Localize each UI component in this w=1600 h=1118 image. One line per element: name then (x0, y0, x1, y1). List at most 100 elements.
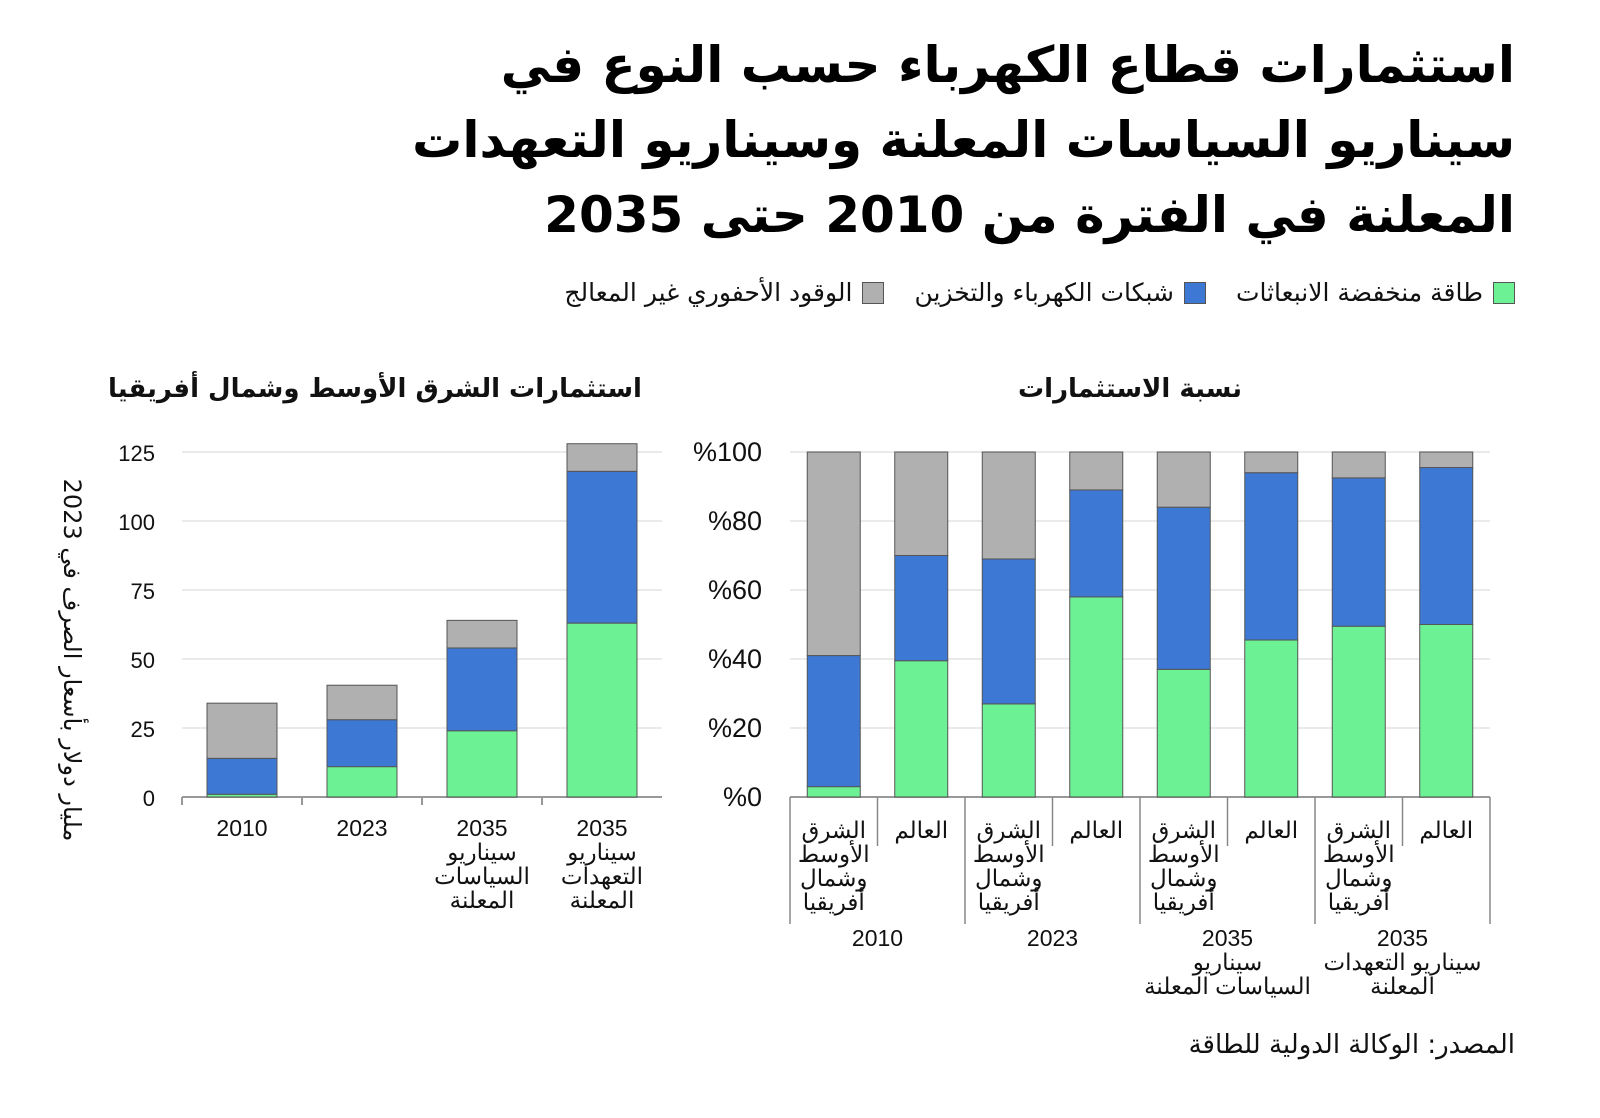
left-x-category-label: سيناريو (446, 839, 517, 866)
left-x-category-label: 2023 (336, 815, 387, 841)
right-bar-segment (1244, 639, 1299, 798)
right-x-category-label: العالم (1069, 817, 1123, 844)
right-bar-segment (1069, 596, 1124, 798)
right-x-category-label: الأوسط (798, 840, 870, 868)
right-bar-segment (1419, 624, 1474, 798)
right-x-category-label: أفريقيا (1153, 887, 1215, 916)
right-x-category-label: وشمال (1325, 865, 1392, 892)
right-bar-segment (806, 451, 861, 657)
left-x-category-label: 2035 (576, 815, 627, 841)
right-x-category-label: وشمال (975, 865, 1042, 892)
right-bar-segment (1419, 467, 1474, 625)
right-bar-segment (806, 655, 861, 788)
left-bar-segment (446, 730, 518, 798)
left-y-axis-label: مليار دولار بأسعار الصرف في 2023 (58, 478, 86, 842)
right-x-group-label: 2023 (1027, 925, 1078, 951)
right-bar-segment (1069, 489, 1124, 598)
right-x-group-label: سيناريو (1192, 949, 1263, 976)
left-bar-segment (206, 757, 278, 795)
right-y-tick-label: %0 (723, 782, 762, 812)
left-y-axis-label-wrap: مليار دولار بأسعار الصرف في 2023 (52, 440, 92, 880)
legend-label-grids-storage: شبكات الكهرباء والتخزين (914, 278, 1174, 307)
left-x-category-label: التعهدات (561, 863, 643, 890)
right-x-group-label: 2035 (1377, 925, 1428, 951)
left-x-category-label: المعلنة (570, 887, 635, 913)
legend-swatch-unabated-fossil (862, 281, 885, 304)
left-bar-segment (566, 622, 638, 798)
legend-item-unabated-fossil: الوقود الأحفوري غير المعالج (564, 278, 885, 307)
title-line-1: استثمارات قطاع الكهرباء حسب النوع في (500, 36, 1515, 94)
right-bar-segment (1156, 668, 1211, 798)
right-x-category-label: الشرق (802, 817, 866, 844)
right-bar-segment (1069, 451, 1124, 491)
right-y-tick-label: %20 (708, 713, 762, 743)
right-bar-segment (1419, 451, 1474, 469)
right-x-category-label: وشمال (800, 865, 867, 892)
left-bar-segment (446, 647, 518, 732)
legend-swatch-low-emissions (1493, 281, 1515, 304)
left-bar-segment (326, 719, 398, 768)
right-x-category-label: أفريقيا (803, 887, 865, 916)
right-bar-segment (894, 451, 949, 556)
chart-title: استثمارات قطاع الكهرباء حسب النوع في سين… (315, 28, 1515, 253)
right-y-tick-label: %100 (693, 437, 762, 467)
right-x-category-label: العالم (1419, 817, 1473, 844)
right-bar-segment (1156, 451, 1211, 508)
left-x-category-label: 2010 (216, 815, 267, 841)
right-x-category-label: العالم (894, 817, 948, 844)
legend-item-grids-storage: شبكات الكهرباء والتخزين (914, 278, 1206, 307)
right-bar-segment (981, 451, 1036, 560)
left-x-category-label: السياسات (434, 863, 530, 889)
right-bar-segment (894, 555, 949, 662)
legend-label-unabated-fossil: الوقود الأحفوري غير المعالج (564, 278, 853, 307)
right-y-tick-label: %40 (708, 644, 762, 674)
left-x-category-label: المعلنة (450, 887, 515, 913)
left-y-tick-label: 0 (143, 786, 155, 811)
legend-swatch-grids-storage (1183, 281, 1206, 304)
right-bar-segment (981, 558, 1036, 705)
right-x-group-label: السياسات المعلنة (1144, 973, 1311, 999)
right-x-category-label: أفريقيا (1328, 887, 1390, 916)
left-bar-segment (326, 766, 398, 798)
right-bar-segment (1156, 506, 1211, 670)
right-x-group-label: المعلنة (1370, 973, 1435, 999)
right-x-category-label: الأوسط (1148, 840, 1220, 868)
right-bar-segment (1244, 451, 1299, 474)
right-y-tick-label: %80 (708, 506, 762, 536)
right-x-category-label: الأوسط (1323, 840, 1395, 868)
right-x-category-label: وشمال (1150, 865, 1217, 892)
right-x-category-label: الشرق (977, 817, 1041, 844)
legend-item-low-emissions: طاقة منخفضة الانبعاثات (1236, 278, 1515, 307)
right-bar-segment (1331, 451, 1386, 479)
left-bar-segment (326, 684, 398, 721)
left-y-tick-label: 50 (131, 648, 155, 673)
left-y-tick-label: 125 (118, 441, 155, 466)
left-bar-segment (206, 793, 278, 798)
left-bar-segment (206, 702, 278, 759)
left-bar-segment (566, 443, 638, 472)
right-x-category-label: الشرق (1152, 817, 1216, 844)
legend: طاقة منخفضة الانبعاثات شبكات الكهرباء وا… (564, 278, 1515, 307)
right-x-group-label: 2035 (1202, 925, 1253, 951)
right-x-category-label: الشرق (1327, 817, 1391, 844)
right-bar-segment (1331, 625, 1386, 798)
title-line-3: المعلنة في الفترة من 2010 حتى 2035 (544, 186, 1515, 244)
title-line-2: سيناريو السياسات المعلنة وسيناريو التعهد… (412, 111, 1515, 169)
left-bar-segment (566, 470, 638, 624)
right-bar-segment (1244, 472, 1299, 641)
left-y-tick-label: 25 (131, 717, 155, 742)
right-x-group-label: سيناريو التعهدات (1323, 949, 1481, 976)
right-bar-segment (894, 660, 949, 798)
right-bar-segment (1331, 477, 1386, 627)
left-x-category-label: 2035 (456, 815, 507, 841)
right-bar-segment (981, 703, 1036, 798)
right-y-tick-label: %60 (708, 575, 762, 605)
right-x-category-label: الأوسط (973, 840, 1045, 868)
legend-label-low-emissions: طاقة منخفضة الانبعاثات (1235, 278, 1483, 307)
right-bar-segment (806, 786, 861, 798)
right-x-category-label: أفريقيا (978, 887, 1040, 916)
right-x-group-label: 2010 (852, 925, 903, 951)
right-x-category-label: العالم (1244, 817, 1298, 844)
right-panel-title: نسبة الاستثمارات (1018, 374, 1242, 404)
source-note: المصدر: الوكالة الدولية للطاقة (1188, 1030, 1515, 1060)
